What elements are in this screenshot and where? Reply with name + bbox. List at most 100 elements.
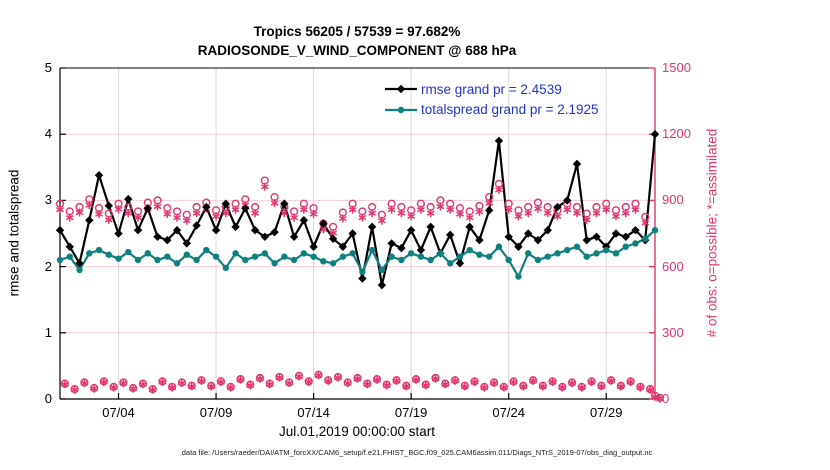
assimilated-marker: [524, 209, 533, 218]
rmse-marker: [280, 199, 289, 208]
rmse-marker: [133, 225, 143, 235]
totalspread-marker: [437, 250, 444, 257]
rmse-marker: [367, 222, 377, 232]
x-tick-label: 07/24: [492, 405, 525, 420]
rmse-marker: [572, 159, 582, 169]
assimilated-marker: [534, 204, 542, 213]
assimilated-marker: [104, 215, 113, 224]
totalspread-marker: [642, 235, 649, 242]
assimilated-marker: [231, 205, 240, 214]
assimilated-marker: [573, 209, 581, 218]
rmse-marker: [406, 225, 416, 235]
assimilated-marker: [631, 205, 640, 214]
rmse-marker: [514, 242, 523, 251]
rmse-marker: [85, 216, 94, 225]
totalspread-marker: [651, 226, 659, 234]
assimilated-marker: [280, 209, 289, 218]
assimilated-marker: [490, 379, 498, 388]
assimilated-marker: [295, 372, 303, 381]
totalspread-marker: [271, 260, 278, 267]
totalspread-marker: [320, 258, 327, 265]
assimilated-marker: [139, 380, 147, 389]
assimilated-marker: [402, 382, 411, 391]
assimilated-marker: [451, 376, 459, 385]
assimilated-marker: [373, 375, 381, 384]
rmse-marker: [114, 229, 123, 238]
assimilated-marker: [441, 380, 450, 389]
assimilated-marker: [612, 212, 620, 221]
assimilated-marker: [597, 382, 606, 391]
rmse-marker: [582, 235, 591, 245]
totalspread-marker: [446, 260, 454, 267]
totalspread-marker: [115, 255, 122, 262]
rmse-marker: [143, 204, 152, 213]
rmse-marker: [553, 202, 562, 212]
assimilated-marker: [246, 381, 255, 390]
assimilated-marker: [90, 384, 99, 393]
y-tick-label-right: 0: [662, 391, 670, 406]
assimilated-marker: [587, 378, 596, 387]
assimilated-marker: [553, 212, 562, 221]
assimilated-marker: [475, 207, 484, 216]
assimilated-marker: [392, 376, 401, 385]
assimilated-marker: [656, 394, 664, 403]
rmse-marker: [104, 201, 113, 210]
assimilated-marker: [446, 205, 455, 214]
assimilated-marker: [563, 205, 572, 214]
assimilated-marker: [348, 205, 357, 214]
totalspread-marker: [505, 256, 512, 264]
totalspread-marker: [534, 256, 542, 264]
x-axis-label: Jul.01,2019 00:00:00 start: [278, 424, 436, 439]
totalspread-marker: [339, 253, 347, 260]
totalspread-marker: [212, 253, 220, 260]
assimilated-marker: [519, 382, 528, 391]
assimilated-marker: [314, 371, 323, 380]
rmse-marker: [494, 136, 504, 146]
assimilated-marker: [251, 209, 259, 218]
assimilated-marker: [182, 216, 191, 225]
assimilated-marker: [256, 374, 264, 383]
assimilated-marker: [221, 209, 230, 218]
assimilated-marker: [641, 218, 650, 227]
rmse-marker: [348, 229, 357, 238]
rmse-marker: [416, 245, 426, 255]
rmse-marker: [465, 222, 474, 232]
totalspread-marker: [164, 253, 171, 260]
assimilated-marker: [173, 213, 181, 222]
y-axis-label-left: rmse and totalspread: [6, 169, 22, 297]
assimilated-marker: [358, 213, 367, 222]
y-tick-label-left: 3: [44, 192, 52, 208]
assimilated-marker: [56, 205, 64, 214]
assimilated-marker: [363, 380, 372, 389]
assimilated-marker: [412, 375, 420, 384]
totalspread-marker: [193, 256, 200, 264]
y-tick-label-left: 5: [44, 60, 52, 75]
assimilated-marker: [509, 378, 518, 387]
rmse-marker: [172, 225, 182, 235]
assimilated-marker: [236, 375, 245, 384]
totalspread-marker: [397, 106, 405, 114]
assimilated-marker: [485, 199, 494, 208]
rmse-marker: [533, 235, 543, 245]
rmse-marker: [270, 227, 279, 237]
legend-label-totalspread: totalspread grand pr = 2.1925: [421, 102, 599, 117]
totalspread-marker: [349, 250, 356, 257]
assimilated-marker: [495, 185, 503, 194]
totalspread-marker: [612, 250, 620, 257]
assimilated-marker: [100, 378, 108, 387]
rmse-marker: [387, 239, 396, 248]
data-file-path: data file: /Users/raeder/DAI/ATM_forcXX/…: [181, 448, 653, 457]
rmse-marker: [250, 225, 260, 235]
rmse-marker: [563, 196, 572, 205]
y-tick-label-right: 300: [662, 324, 684, 340]
assimilated-marker: [456, 210, 464, 219]
assimilated-marker: [119, 379, 128, 388]
assimilated-marker: [207, 382, 216, 391]
totalspread-marker: [603, 246, 610, 254]
rmse-marker: [231, 222, 240, 232]
assimilated-marker: [436, 202, 445, 211]
rmse-marker: [260, 232, 270, 242]
totalspread-marker: [66, 253, 73, 260]
y-axis-label-right: # of obs: o=possible; *=assimilated: [704, 128, 720, 338]
rmse-marker: [358, 274, 367, 283]
